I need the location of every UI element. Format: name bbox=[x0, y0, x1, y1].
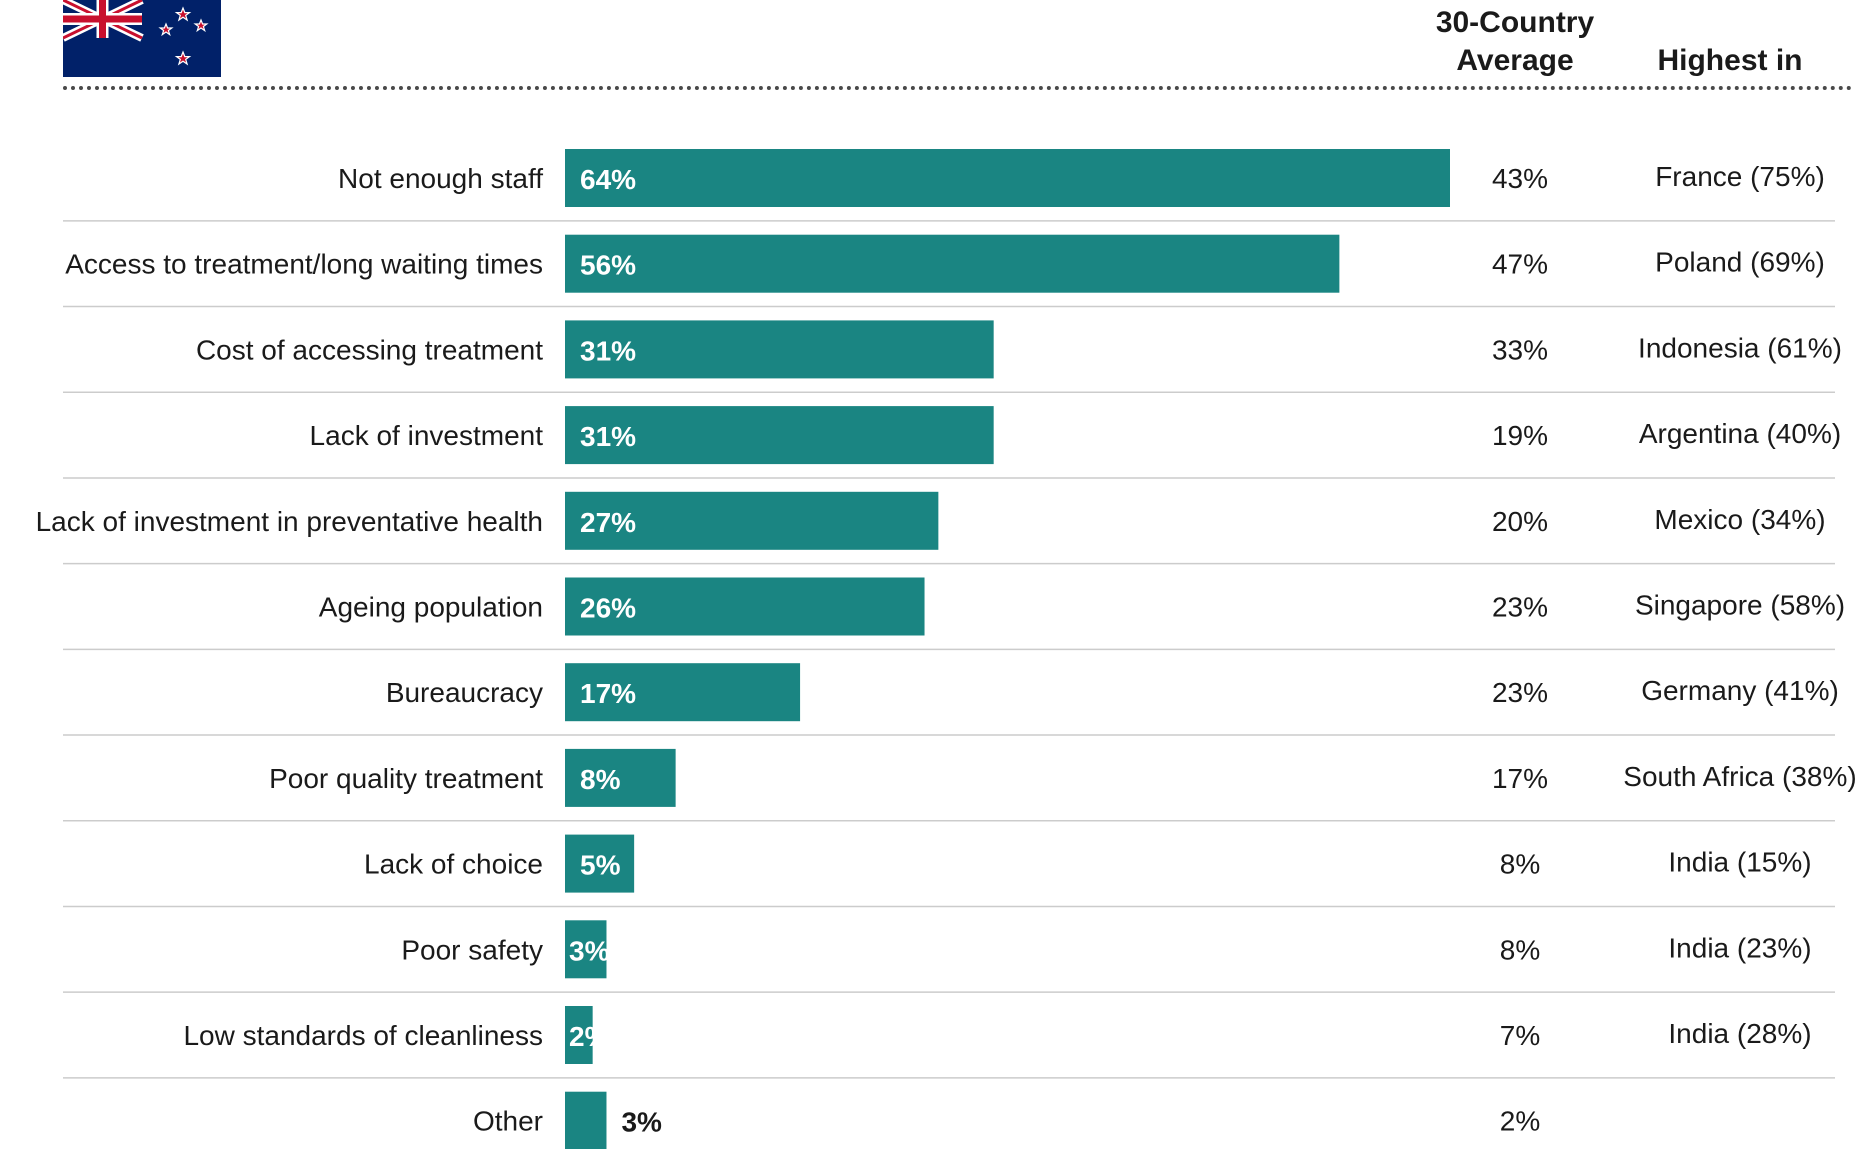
average-value: 8% bbox=[1500, 934, 1540, 965]
highest-value: India (15%) bbox=[1668, 847, 1811, 878]
bar-value-label: 5% bbox=[580, 850, 621, 881]
average-value: 19% bbox=[1492, 420, 1548, 451]
bar-value-label: 17% bbox=[580, 678, 636, 709]
highest-value: Mexico (34%) bbox=[1654, 504, 1825, 535]
bar-value-label: 2% bbox=[569, 1021, 610, 1052]
bar bbox=[565, 1006, 593, 1064]
bar bbox=[565, 748, 676, 807]
bar bbox=[565, 1091, 607, 1149]
highest-value: India (23%) bbox=[1668, 932, 1811, 963]
average-column-header: 30-Country Average bbox=[1435, 6, 1595, 77]
bar bbox=[565, 406, 994, 465]
bar bbox=[565, 920, 607, 979]
category-label: Lack of investment bbox=[310, 420, 544, 451]
category-label: Not enough staff bbox=[338, 163, 543, 194]
bar-value-label: 26% bbox=[580, 593, 636, 624]
highest-column-header: Highest in bbox=[1657, 44, 1803, 77]
average-value: 33% bbox=[1492, 334, 1548, 365]
bar-value-label: 31% bbox=[580, 335, 636, 366]
bar bbox=[565, 491, 939, 550]
average-value: 8% bbox=[1500, 849, 1540, 880]
average-value: 7% bbox=[1500, 1020, 1540, 1051]
bar-value-label: 8% bbox=[580, 764, 621, 795]
bar-value-label: 56% bbox=[580, 250, 636, 281]
category-label: Access to treatment/long waiting times bbox=[65, 249, 543, 280]
highest-value: South Africa (38%) bbox=[1623, 761, 1856, 792]
average-value: 17% bbox=[1492, 763, 1548, 794]
southern-cross-stars bbox=[158, 6, 209, 66]
highest-value: India (28%) bbox=[1668, 1018, 1811, 1049]
bar-value-label: 27% bbox=[580, 507, 636, 538]
highest-value: Germany (41%) bbox=[1641, 675, 1839, 706]
highest-value: Argentina (40%) bbox=[1639, 418, 1841, 449]
category-label: Bureaucracy bbox=[386, 677, 543, 708]
bar-value-label: 64% bbox=[580, 164, 636, 195]
highest-value: Poland (69%) bbox=[1655, 247, 1825, 278]
new-zealand-flag-icon bbox=[63, 0, 221, 77]
highest-value: France (75%) bbox=[1655, 161, 1825, 192]
category-label: Poor safety bbox=[401, 934, 543, 965]
bar bbox=[565, 577, 925, 636]
category-label: Poor quality treatment bbox=[269, 763, 543, 794]
bar-value-label: 31% bbox=[580, 421, 636, 452]
average-value: 43% bbox=[1492, 163, 1548, 194]
header-dotted-divider bbox=[63, 86, 1853, 90]
average-value: 23% bbox=[1492, 592, 1548, 623]
category-label: Other bbox=[473, 1106, 543, 1137]
bar-value-label: 3% bbox=[569, 935, 610, 966]
bar bbox=[565, 834, 635, 893]
highest-value: Singapore (58%) bbox=[1635, 590, 1845, 621]
bar bbox=[565, 234, 1340, 293]
bar bbox=[565, 663, 801, 722]
category-label: Lack of choice bbox=[364, 849, 543, 880]
average-value: 47% bbox=[1492, 249, 1548, 280]
bar-value-label: 3% bbox=[621, 1107, 662, 1138]
highest-value: Indonesia (61%) bbox=[1638, 332, 1842, 363]
average-value: 23% bbox=[1492, 677, 1548, 708]
category-label: Ageing population bbox=[319, 592, 543, 623]
category-label: Low standards of cleanliness bbox=[183, 1020, 543, 1051]
average-value: 20% bbox=[1492, 506, 1548, 537]
category-label: Lack of investment in preventative healt… bbox=[36, 506, 543, 537]
category-label: Cost of accessing treatment bbox=[196, 334, 543, 365]
bar bbox=[565, 149, 1450, 207]
union-jack-canton bbox=[63, 0, 144, 42]
average-value: 2% bbox=[1500, 1106, 1540, 1137]
bar bbox=[565, 320, 994, 379]
